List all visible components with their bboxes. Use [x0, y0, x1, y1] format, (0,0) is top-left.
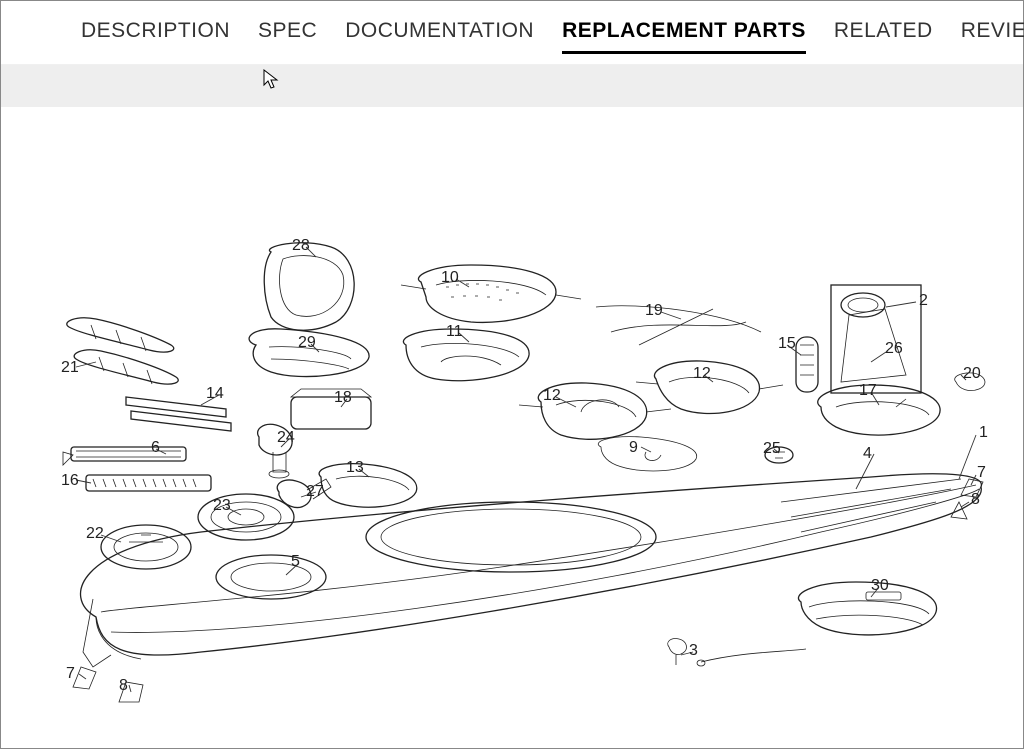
- part-callout-30: 30: [871, 577, 889, 595]
- part-callout-21: 21: [61, 359, 79, 377]
- part-callout-24: 24: [277, 429, 295, 447]
- tab-reviews[interactable]: REVIEWS: [961, 19, 1024, 54]
- part-callout-1: 1: [979, 424, 988, 442]
- part-callout-14: 14: [206, 385, 224, 403]
- part-callout-28: 28: [292, 237, 310, 255]
- tab-description[interactable]: DESCRIPTION: [81, 19, 230, 54]
- tab-related[interactable]: RELATED: [834, 19, 933, 54]
- part-callout-18: 18: [334, 389, 352, 407]
- part-callout-29: 29: [298, 334, 316, 352]
- part-callout-6: 6: [151, 439, 160, 457]
- part-callout-19: 19: [645, 302, 663, 320]
- part-callout-25: 25: [763, 440, 781, 458]
- tab-spec[interactable]: SPEC: [258, 19, 317, 54]
- part-callout-27: 27: [306, 483, 324, 501]
- part-callout-26: 26: [885, 340, 903, 358]
- part-callout-16: 16: [61, 472, 79, 490]
- kayak-exploded-svg: [1, 107, 1024, 747]
- part-callout-15: 15: [778, 335, 796, 353]
- part-callout-8: 8: [971, 491, 980, 509]
- part-callout-20: 20: [963, 365, 981, 383]
- tab-replacement-parts[interactable]: REPLACEMENT PARTS: [562, 19, 806, 54]
- part-callout-2: 2: [919, 292, 928, 310]
- parts-diagram: 2810291119215262120121217141816249254161…: [1, 107, 1023, 747]
- part-callout-12: 12: [693, 365, 711, 383]
- product-tabs: DESCRIPTION SPEC DOCUMENTATION REPLACEME…: [1, 1, 1023, 65]
- part-callout-17: 17: [859, 382, 877, 400]
- part-callout-9: 9: [629, 439, 638, 457]
- tab-documentation[interactable]: DOCUMENTATION: [345, 19, 534, 54]
- divider-band: [1, 65, 1023, 107]
- part-callout-11: 11: [446, 323, 463, 341]
- part-callout-3: 3: [689, 642, 698, 660]
- part-callout-7: 7: [66, 665, 75, 683]
- part-callout-8: 8: [119, 677, 128, 695]
- part-callout-4: 4: [863, 445, 872, 463]
- part-callout-7: 7: [977, 464, 986, 482]
- part-callout-23: 23: [213, 497, 231, 515]
- part-callout-13: 13: [346, 459, 364, 477]
- part-callout-12: 12: [543, 387, 561, 405]
- part-callout-5: 5: [291, 553, 300, 571]
- part-callout-22: 22: [86, 525, 104, 543]
- part-callout-10: 10: [441, 269, 459, 287]
